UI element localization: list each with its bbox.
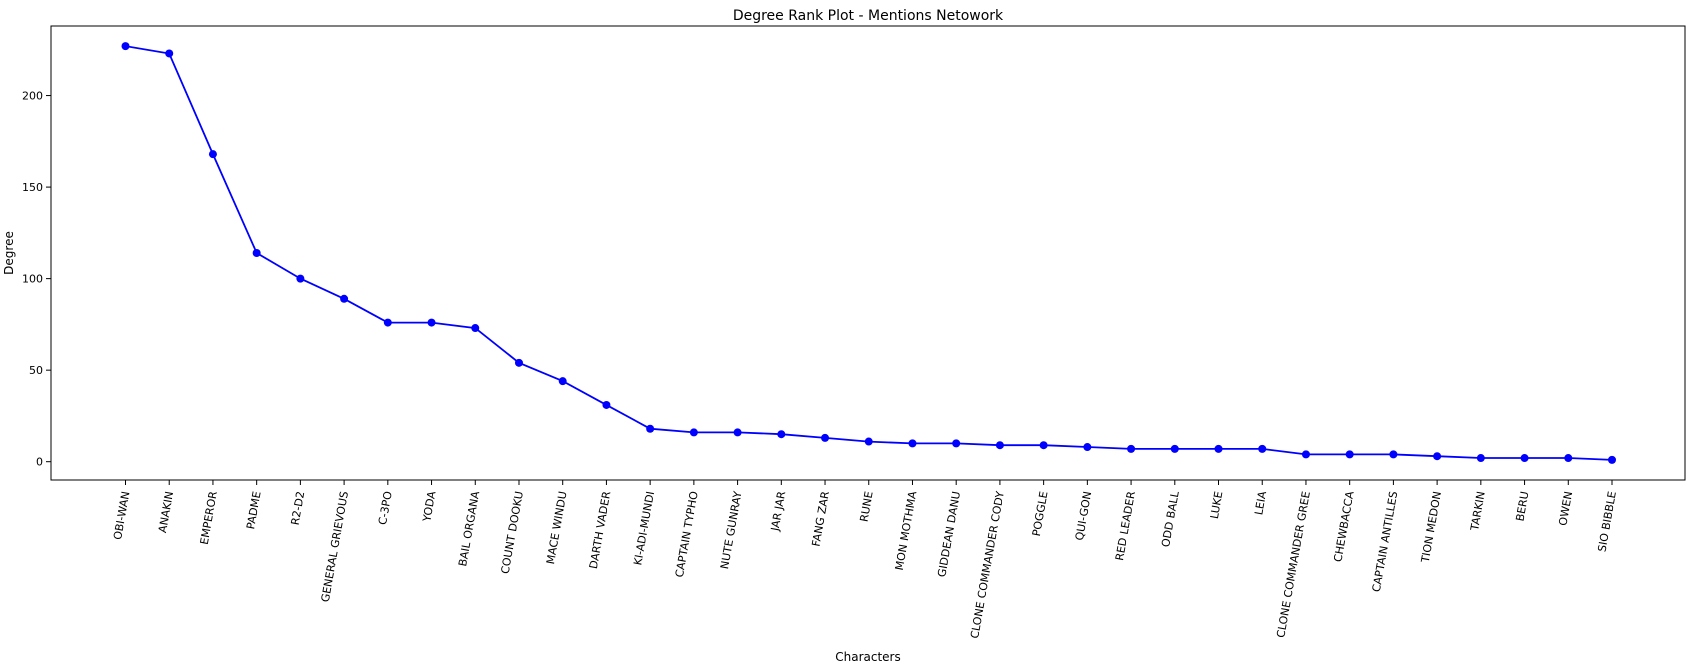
data-point bbox=[427, 318, 436, 327]
data-point bbox=[864, 437, 873, 446]
data-point bbox=[1258, 444, 1267, 453]
data-point bbox=[1127, 444, 1136, 453]
x-tick-label: COUNT DOOKU bbox=[499, 490, 526, 575]
x-axis: OBI-WAN ANAKIN EMPEROR PADME R2-D2 GENERAL GR… bbox=[111, 480, 1619, 640]
data-point bbox=[995, 441, 1004, 450]
x-tick-label: C-3PO bbox=[376, 490, 395, 526]
x-tick-label: CHEWBACCA bbox=[1331, 490, 1356, 563]
data-point bbox=[1170, 444, 1179, 453]
x-tick-label: MON MOTHMA bbox=[893, 490, 920, 572]
x-tick-label: EMPEROR bbox=[198, 490, 220, 546]
data-point bbox=[1214, 444, 1223, 453]
x-tick-label: RUNE bbox=[858, 490, 876, 523]
data-point bbox=[1301, 450, 1310, 459]
data-point bbox=[340, 294, 349, 303]
x-tick-label: CLONE COMMANDER CODY bbox=[968, 490, 1007, 640]
x-tick-label: BERU bbox=[1513, 490, 1531, 522]
data-point bbox=[165, 49, 174, 58]
x-tick-label: FANG ZAR bbox=[809, 490, 832, 548]
chart-title: Degree Rank Plot - Mentions Netowork bbox=[733, 8, 1004, 24]
x-tick-label: POGGLE bbox=[1030, 490, 1051, 537]
data-point bbox=[1433, 452, 1442, 461]
plot-area bbox=[50, 25, 1686, 481]
y-tick-label: 150 bbox=[22, 181, 43, 194]
x-tick-label: YODA bbox=[420, 490, 438, 524]
x-tick-label: OWEN bbox=[1556, 490, 1575, 526]
data-point bbox=[1345, 450, 1354, 459]
x-tick-label: CLONE COMMANDER GREE bbox=[1274, 490, 1313, 639]
x-tick-label: PADME bbox=[244, 490, 263, 530]
data-point bbox=[689, 428, 698, 437]
x-tick-label: GENERAL GRIEVOUS bbox=[319, 490, 351, 603]
data-point bbox=[252, 249, 261, 257]
x-tick-label: ODD BALL bbox=[1159, 489, 1182, 548]
y-tick-label: 0 bbox=[36, 456, 43, 469]
x-tick-label: TARKIN bbox=[1468, 490, 1488, 532]
series-markers bbox=[121, 42, 1616, 464]
data-point bbox=[514, 358, 523, 367]
x-tick-label: TION MEDON bbox=[1419, 490, 1445, 564]
data-point bbox=[646, 424, 655, 433]
data-point bbox=[952, 439, 961, 448]
x-tick-label: R2-D2 bbox=[289, 490, 308, 526]
data-point bbox=[733, 428, 742, 437]
data-point bbox=[777, 430, 786, 439]
data-point bbox=[1608, 455, 1616, 464]
x-tick-label: LEIA bbox=[1252, 490, 1269, 516]
y-axis: 0 50 100 150 200 bbox=[22, 90, 51, 469]
x-tick-label: DARTH VADER bbox=[587, 490, 614, 570]
x-tick-label: CAPTAIN ANTILLES bbox=[1370, 490, 1401, 593]
data-point bbox=[1083, 443, 1092, 452]
x-tick-label: RED LEADER bbox=[1113, 490, 1138, 562]
y-tick-label: 100 bbox=[22, 273, 43, 286]
data-point bbox=[908, 439, 917, 448]
x-tick-label: NUTE GUNRAY bbox=[718, 490, 745, 570]
x-tick-label: JAR JAR bbox=[768, 490, 788, 533]
data-point bbox=[1039, 441, 1048, 450]
x-tick-label: KI-ADI-MUNDI bbox=[631, 490, 657, 566]
x-tick-label: GIDDEAN DANU bbox=[935, 490, 963, 578]
x-tick-label: BAIL ORGANA bbox=[456, 490, 482, 568]
data-point bbox=[296, 274, 305, 283]
data-point bbox=[558, 377, 567, 386]
x-axis-label: Characters bbox=[835, 650, 901, 664]
x-tick-label: ANAKIN bbox=[156, 490, 176, 534]
data-point bbox=[471, 324, 480, 333]
x-tick-label: OBI-WAN bbox=[111, 490, 132, 541]
x-tick-label: LUKE bbox=[1208, 490, 1226, 520]
x-tick-label: QUI-GON bbox=[1073, 490, 1094, 541]
x-tick-label: CAPTAIN TYPHO bbox=[673, 490, 701, 578]
x-tick-label: MACE WINDU bbox=[544, 490, 570, 565]
data-point bbox=[1520, 454, 1529, 463]
y-axis-label: Degree bbox=[2, 231, 16, 275]
series-line bbox=[125, 45, 1613, 461]
x-tick-label: SIO BIBBLE bbox=[1595, 490, 1618, 553]
data-point bbox=[1389, 450, 1398, 459]
data-point bbox=[1476, 454, 1485, 463]
data-point bbox=[208, 150, 217, 159]
y-tick-label: 200 bbox=[22, 90, 43, 103]
data-point bbox=[121, 42, 130, 51]
data-point bbox=[1564, 454, 1573, 463]
data-point bbox=[602, 400, 611, 409]
y-tick-label: 50 bbox=[29, 364, 43, 377]
data-point bbox=[383, 318, 392, 327]
data-point bbox=[821, 433, 830, 442]
